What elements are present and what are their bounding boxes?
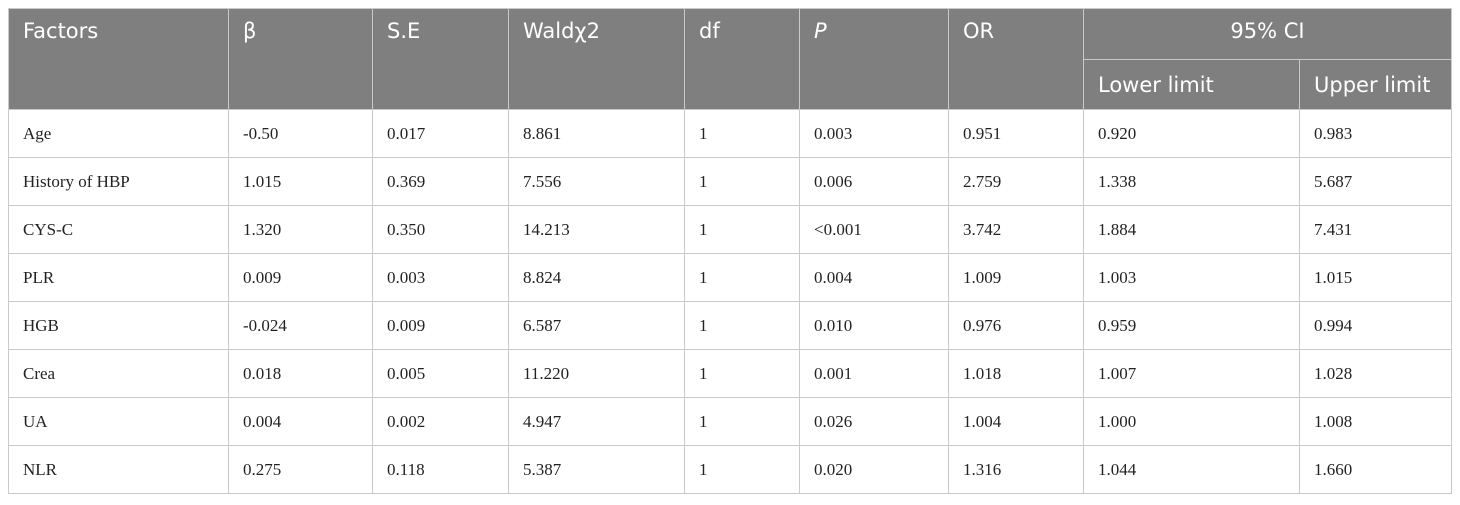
cell: 1.044 <box>1083 445 1300 494</box>
table-row: CYS-C 1.320 0.350 14.213 1 <0.001 3.742 1.884 7.… <box>8 205 1452 254</box>
cell: 1 <box>684 253 800 302</box>
cell: 0.004 <box>228 397 373 446</box>
cell: 1 <box>684 445 800 494</box>
cell: 0.994 <box>1299 301 1452 350</box>
cell: -0.024 <box>228 301 373 350</box>
cell: 0.018 <box>228 349 373 398</box>
cell: 5.387 <box>508 445 685 494</box>
cell: 1.015 <box>1299 253 1452 302</box>
cell: 14.213 <box>508 205 685 254</box>
cell: 8.861 <box>508 109 685 158</box>
cell: 1.007 <box>1083 349 1300 398</box>
table-body: Age -0.50 0.017 8.861 1 0.003 0.951 0.920 0.983 H… <box>8 109 1452 494</box>
cell: 1.015 <box>228 157 373 206</box>
cell: 1.009 <box>948 253 1084 302</box>
cell: 5.687 <box>1299 157 1452 206</box>
cell: 8.824 <box>508 253 685 302</box>
cell: 0.275 <box>228 445 373 494</box>
cell: 0.009 <box>228 253 373 302</box>
cell: 7.431 <box>1299 205 1452 254</box>
cell: 0.017 <box>372 109 509 158</box>
row-label: HGB <box>8 301 229 350</box>
row-label: Age <box>8 109 229 158</box>
table-row: Age -0.50 0.017 8.861 1 0.003 0.951 0.920 0.983 <box>8 109 1452 158</box>
results-table: Factors β S.E Waldχ2 df P OR 95% CI Lower limit… <box>8 8 1452 494</box>
row-label: NLR <box>8 445 229 494</box>
cell: 0.026 <box>799 397 949 446</box>
row-label: PLR <box>8 253 229 302</box>
table-row: Crea 0.018 0.005 11.220 1 0.001 1.018 1.007 1.02… <box>8 349 1452 398</box>
table-row: UA 0.004 0.002 4.947 1 0.026 1.004 1.000 1.008 <box>8 397 1452 446</box>
cell: 1 <box>684 109 800 158</box>
cell: 4.947 <box>508 397 685 446</box>
cell: 1 <box>684 301 800 350</box>
cell: 0.983 <box>1299 109 1452 158</box>
header-row: Factors β S.E Waldχ2 df P OR 95% CI <box>8 8 1452 110</box>
column-header: S.E <box>372 8 509 110</box>
cell: 0.001 <box>799 349 949 398</box>
row-label: Crea <box>8 349 229 398</box>
cell: 0.003 <box>799 109 949 158</box>
cell: 1.660 <box>1299 445 1452 494</box>
column-group-header: 95% CI <box>1083 8 1452 60</box>
cell: 0.920 <box>1083 109 1300 158</box>
cell: 0.118 <box>372 445 509 494</box>
cell: 1.004 <box>948 397 1084 446</box>
cell: 1.000 <box>1083 397 1300 446</box>
cell: 1.008 <box>1299 397 1452 446</box>
row-label: CYS-C <box>8 205 229 254</box>
cell: 0.010 <box>799 301 949 350</box>
cell: 3.742 <box>948 205 1084 254</box>
cell: 0.959 <box>1083 301 1300 350</box>
cell: 7.556 <box>508 157 685 206</box>
cell: <0.001 <box>799 205 949 254</box>
cell: 1.320 <box>228 205 373 254</box>
cell: 0.951 <box>948 109 1084 158</box>
cell: 1.338 <box>1083 157 1300 206</box>
cell: 0.369 <box>372 157 509 206</box>
cell: 1 <box>684 349 800 398</box>
cell: 1 <box>684 397 800 446</box>
cell: 0.020 <box>799 445 949 494</box>
column-header: df <box>684 8 800 110</box>
cell: 2.759 <box>948 157 1084 206</box>
column-header: Upper limit <box>1299 59 1452 110</box>
row-label: History of HBP <box>8 157 229 206</box>
column-header: Waldχ2 <box>508 8 685 110</box>
table-row: History of HBP 1.015 0.369 7.556 1 0.006 2.759… <box>8 157 1452 206</box>
column-header: β <box>228 8 373 110</box>
cell: 6.587 <box>508 301 685 350</box>
row-label: UA <box>8 397 229 446</box>
cell: 1.018 <box>948 349 1084 398</box>
cell: 0.006 <box>799 157 949 206</box>
cell: -0.50 <box>228 109 373 158</box>
cell: 0.005 <box>372 349 509 398</box>
cell: 0.004 <box>799 253 949 302</box>
table-row: HGB -0.024 0.009 6.587 1 0.010 0.976 0.959 0.994 <box>8 301 1452 350</box>
table-row: PLR 0.009 0.003 8.824 1 0.004 1.009 1.003 1.015 <box>8 253 1452 302</box>
cell: 0.350 <box>372 205 509 254</box>
column-header: P <box>799 8 949 110</box>
cell: 1.884 <box>1083 205 1300 254</box>
cell: 1.003 <box>1083 253 1300 302</box>
cell: 1.028 <box>1299 349 1452 398</box>
table-header: Factors β S.E Waldχ2 df P OR 95% CI Lower limit… <box>8 8 1452 110</box>
header-row: Lower limit Upper limit <box>9 59 1452 110</box>
cell: 0.976 <box>948 301 1084 350</box>
column-header: Factors <box>8 8 229 110</box>
column-header: Lower limit <box>1083 59 1300 110</box>
column-header: OR <box>948 8 1084 110</box>
cell: 1.316 <box>948 445 1084 494</box>
cell: 1 <box>684 205 800 254</box>
table-row: NLR 0.275 0.118 5.387 1 0.020 1.316 1.044 1.660 <box>8 445 1452 494</box>
cell: 0.002 <box>372 397 509 446</box>
cell: 1 <box>684 157 800 206</box>
cell: 0.003 <box>372 253 509 302</box>
cell: 11.220 <box>508 349 685 398</box>
cell: 0.009 <box>372 301 509 350</box>
